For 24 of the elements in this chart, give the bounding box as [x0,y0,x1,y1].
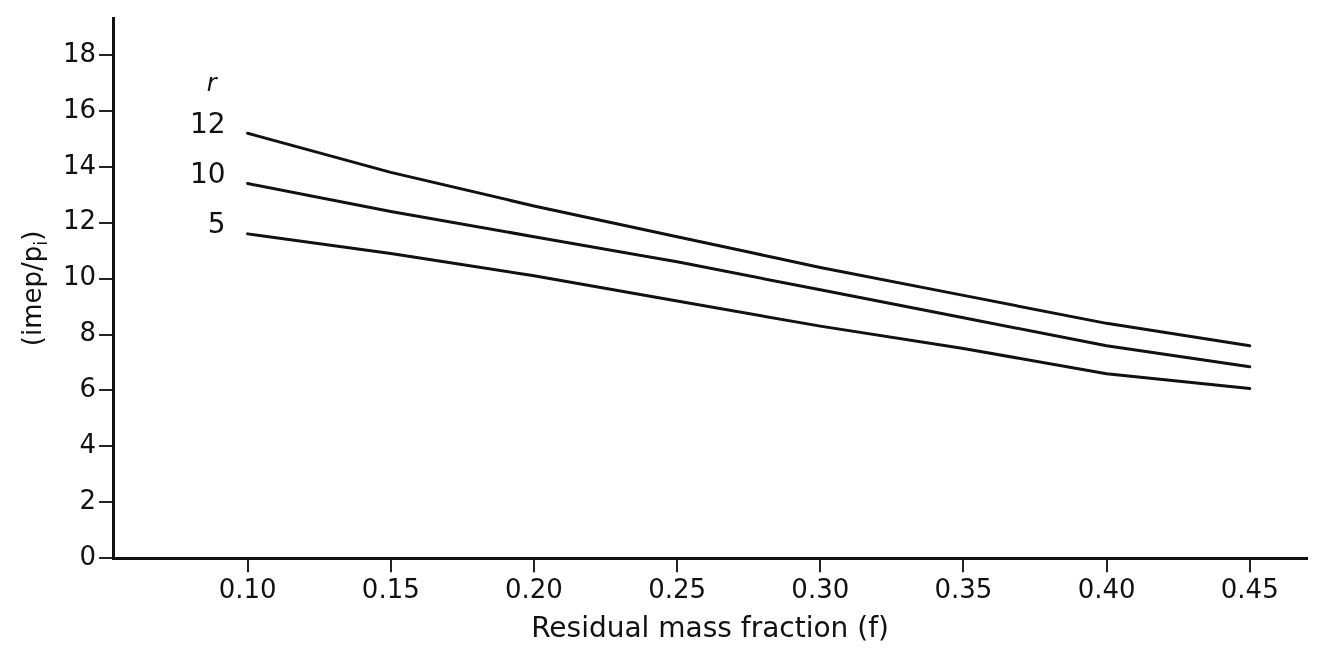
y-tick-label: 16 [62,93,97,124]
x-tick-label: 0.35 [934,573,993,604]
x-tick-label: 0.20 [505,573,563,604]
x-tick-label: 0.25 [648,573,707,604]
y-tick-label: 10 [62,261,97,292]
y-tick-label: 18 [62,37,97,68]
x-tick-label: 0.10 [218,573,277,604]
series-label: 10 [190,156,226,190]
y-tick-label: 6 [79,373,97,404]
y-tick-label: 8 [79,317,97,348]
series-label: 12 [190,106,226,140]
x-tick-label: 0.15 [361,573,420,604]
y-tick-label: 0 [79,540,97,571]
y-axis-title: (imep/pi) [16,230,51,347]
x-tick-label: 0.45 [1220,573,1279,604]
x-tick-label: 0.40 [1077,573,1136,604]
y-tick-label: 2 [79,485,97,516]
y-tick-label: 12 [62,205,97,236]
x-tick-label: 0.30 [791,573,850,604]
x-axis-title: Residual mass fraction (f) [531,611,889,645]
y-tick-label: 4 [79,429,97,460]
legend-title: r [206,69,219,98]
y-tick-label: 14 [62,149,97,180]
series-label: 5 [207,207,226,241]
